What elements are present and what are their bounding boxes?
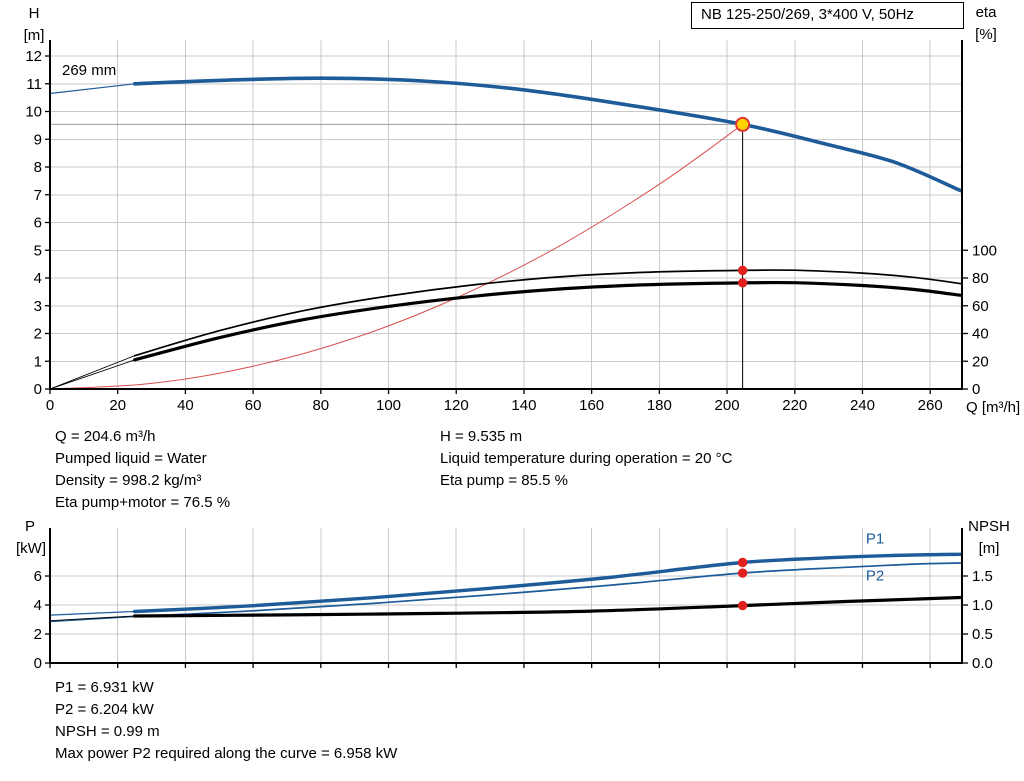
q-axis-label: Q [m³/h] — [966, 399, 1021, 416]
left-tick-label: 4 — [34, 270, 42, 287]
x-tick-label: 200 — [715, 397, 740, 414]
info-p2: P2 = 6.204 kW — [55, 701, 154, 718]
info-p1: P1 = 6.931 kW — [55, 679, 154, 696]
gridlines — [50, 40, 962, 389]
left-tick-label: 1 — [34, 353, 42, 370]
operating-point-info-left: Q = 204.6 m³/h Pumped liquid = Water Den… — [55, 426, 230, 514]
x-tick-label: 0 — [46, 397, 54, 414]
info-liquid-temperature: Liquid temperature during operation = 20… — [440, 450, 733, 467]
right-tick-label: 0.0 — [972, 655, 993, 672]
gridlines — [50, 528, 962, 663]
x-tick-label: 160 — [579, 397, 604, 414]
right-tick-label: 0 — [972, 381, 980, 398]
x-tick-label: 60 — [245, 397, 262, 414]
info-q: Q = 204.6 m³/h — [55, 428, 156, 445]
info-eta-pump-motor: Eta pump+motor = 76.5 % — [55, 494, 231, 511]
left-tick-label: 4 — [34, 597, 42, 614]
left-tick-label: 0 — [34, 655, 42, 672]
right-tick-label: 1.5 — [972, 568, 993, 585]
pump-curve-269mm — [132, 76, 963, 193]
eta-pump-motor-curve — [133, 280, 963, 362]
p2-lead — [49, 616, 136, 623]
right-tick-label: 80 — [972, 270, 989, 287]
npsh-lead — [49, 615, 136, 622]
operating-point-dot — [737, 568, 748, 578]
info-eta-pump: Eta pump = 85.5 % — [440, 472, 568, 489]
x-tick-label: 180 — [647, 397, 672, 414]
x-tick-label: 220 — [782, 397, 807, 414]
curve-label-p2: P2 — [866, 567, 884, 584]
info-npsh: NPSH = 0.99 m — [55, 723, 160, 740]
left-tick-label: 3 — [34, 298, 42, 315]
curve-label-p1: P1 — [866, 530, 884, 547]
h-axis-label: H — [28, 5, 40, 22]
p1-curve — [132, 552, 963, 614]
right-tick-label: 0.5 — [972, 626, 993, 643]
eta-pump-curve — [133, 269, 962, 357]
x-tick-label: 140 — [511, 397, 536, 414]
p2-curve — [133, 562, 962, 618]
right-tick-label: 60 — [972, 298, 989, 315]
operating-point-dot — [737, 557, 748, 568]
p1-lead — [49, 610, 136, 616]
impeller-diameter-label: 269 mm — [62, 62, 117, 79]
pump-curve-lead — [49, 83, 136, 95]
left-tick-label: 2 — [34, 326, 42, 343]
h-axis-unit: [m] — [23, 27, 45, 44]
power-info: P1 = 6.931 kW P2 = 6.204 kW NPSH = 0.99 … — [55, 677, 397, 765]
left-tick-label: 11 — [26, 76, 42, 93]
left-tick-label: 10 — [25, 104, 42, 121]
right-tick-label: 40 — [972, 326, 989, 343]
info-pumped-liquid: Pumped liquid = Water — [55, 450, 207, 467]
x-tick-label: 80 — [312, 397, 329, 414]
duty-point-marker[interactable] — [735, 116, 751, 132]
x-tick-label: 100 — [376, 397, 401, 414]
left-tick-label: 2 — [34, 626, 42, 643]
pump-model-title: NB 125-250/269, 3*400 V, 50Hz — [691, 2, 964, 29]
left-tick-label: 6 — [34, 568, 42, 585]
operating-point-dot — [737, 265, 748, 276]
power-npsh-chart: 0 2 4 6 0.0 0.5 1.0 1.5 P1 P2 — [34, 528, 993, 672]
info-h: H = 9.535 m — [440, 428, 523, 445]
left-tick-label: 9 — [34, 131, 42, 148]
right-tick-label: 1.0 — [972, 597, 993, 614]
p-axis-unit: [kW] — [16, 540, 46, 557]
x-tick-label: 20 — [109, 397, 126, 414]
system-curve — [49, 123, 744, 390]
left-tick-label: 7 — [34, 187, 42, 204]
left-tick-label: 0 — [34, 381, 42, 398]
info-density: Density = 998.2 kg/m³ — [55, 472, 202, 489]
p-axis-label: P — [24, 518, 35, 535]
eta-axis-unit: [%] — [975, 26, 997, 43]
operating-point-info-right: H = 9.535 m Liquid temperature during op… — [440, 426, 732, 492]
eta-axis-label: eta — [975, 4, 997, 21]
left-tick-label: 8 — [34, 159, 42, 176]
npsh-axis-unit: [m] — [978, 540, 1000, 557]
right-tick-label: 100 — [972, 242, 997, 259]
left-tick-label: 5 — [34, 242, 42, 259]
right-tick-label: 20 — [972, 353, 989, 370]
eta-pump-lead — [49, 355, 136, 390]
info-max-power: Max power P2 required along the curve = … — [55, 745, 398, 762]
operating-point-dot — [737, 600, 748, 611]
x-tick-label: 260 — [918, 397, 943, 414]
npsh-axis-label: NPSH — [968, 518, 1010, 535]
left-tick-label: 6 — [34, 215, 42, 232]
x-tick-label: 120 — [444, 397, 469, 414]
operating-point-dot — [737, 278, 748, 288]
npsh-curve — [133, 595, 963, 618]
left-tick-label: 12 — [25, 48, 42, 65]
eta-pump-motor-lead — [49, 359, 136, 390]
x-tick-label: 240 — [850, 397, 875, 414]
x-tick-label: 40 — [177, 397, 194, 414]
